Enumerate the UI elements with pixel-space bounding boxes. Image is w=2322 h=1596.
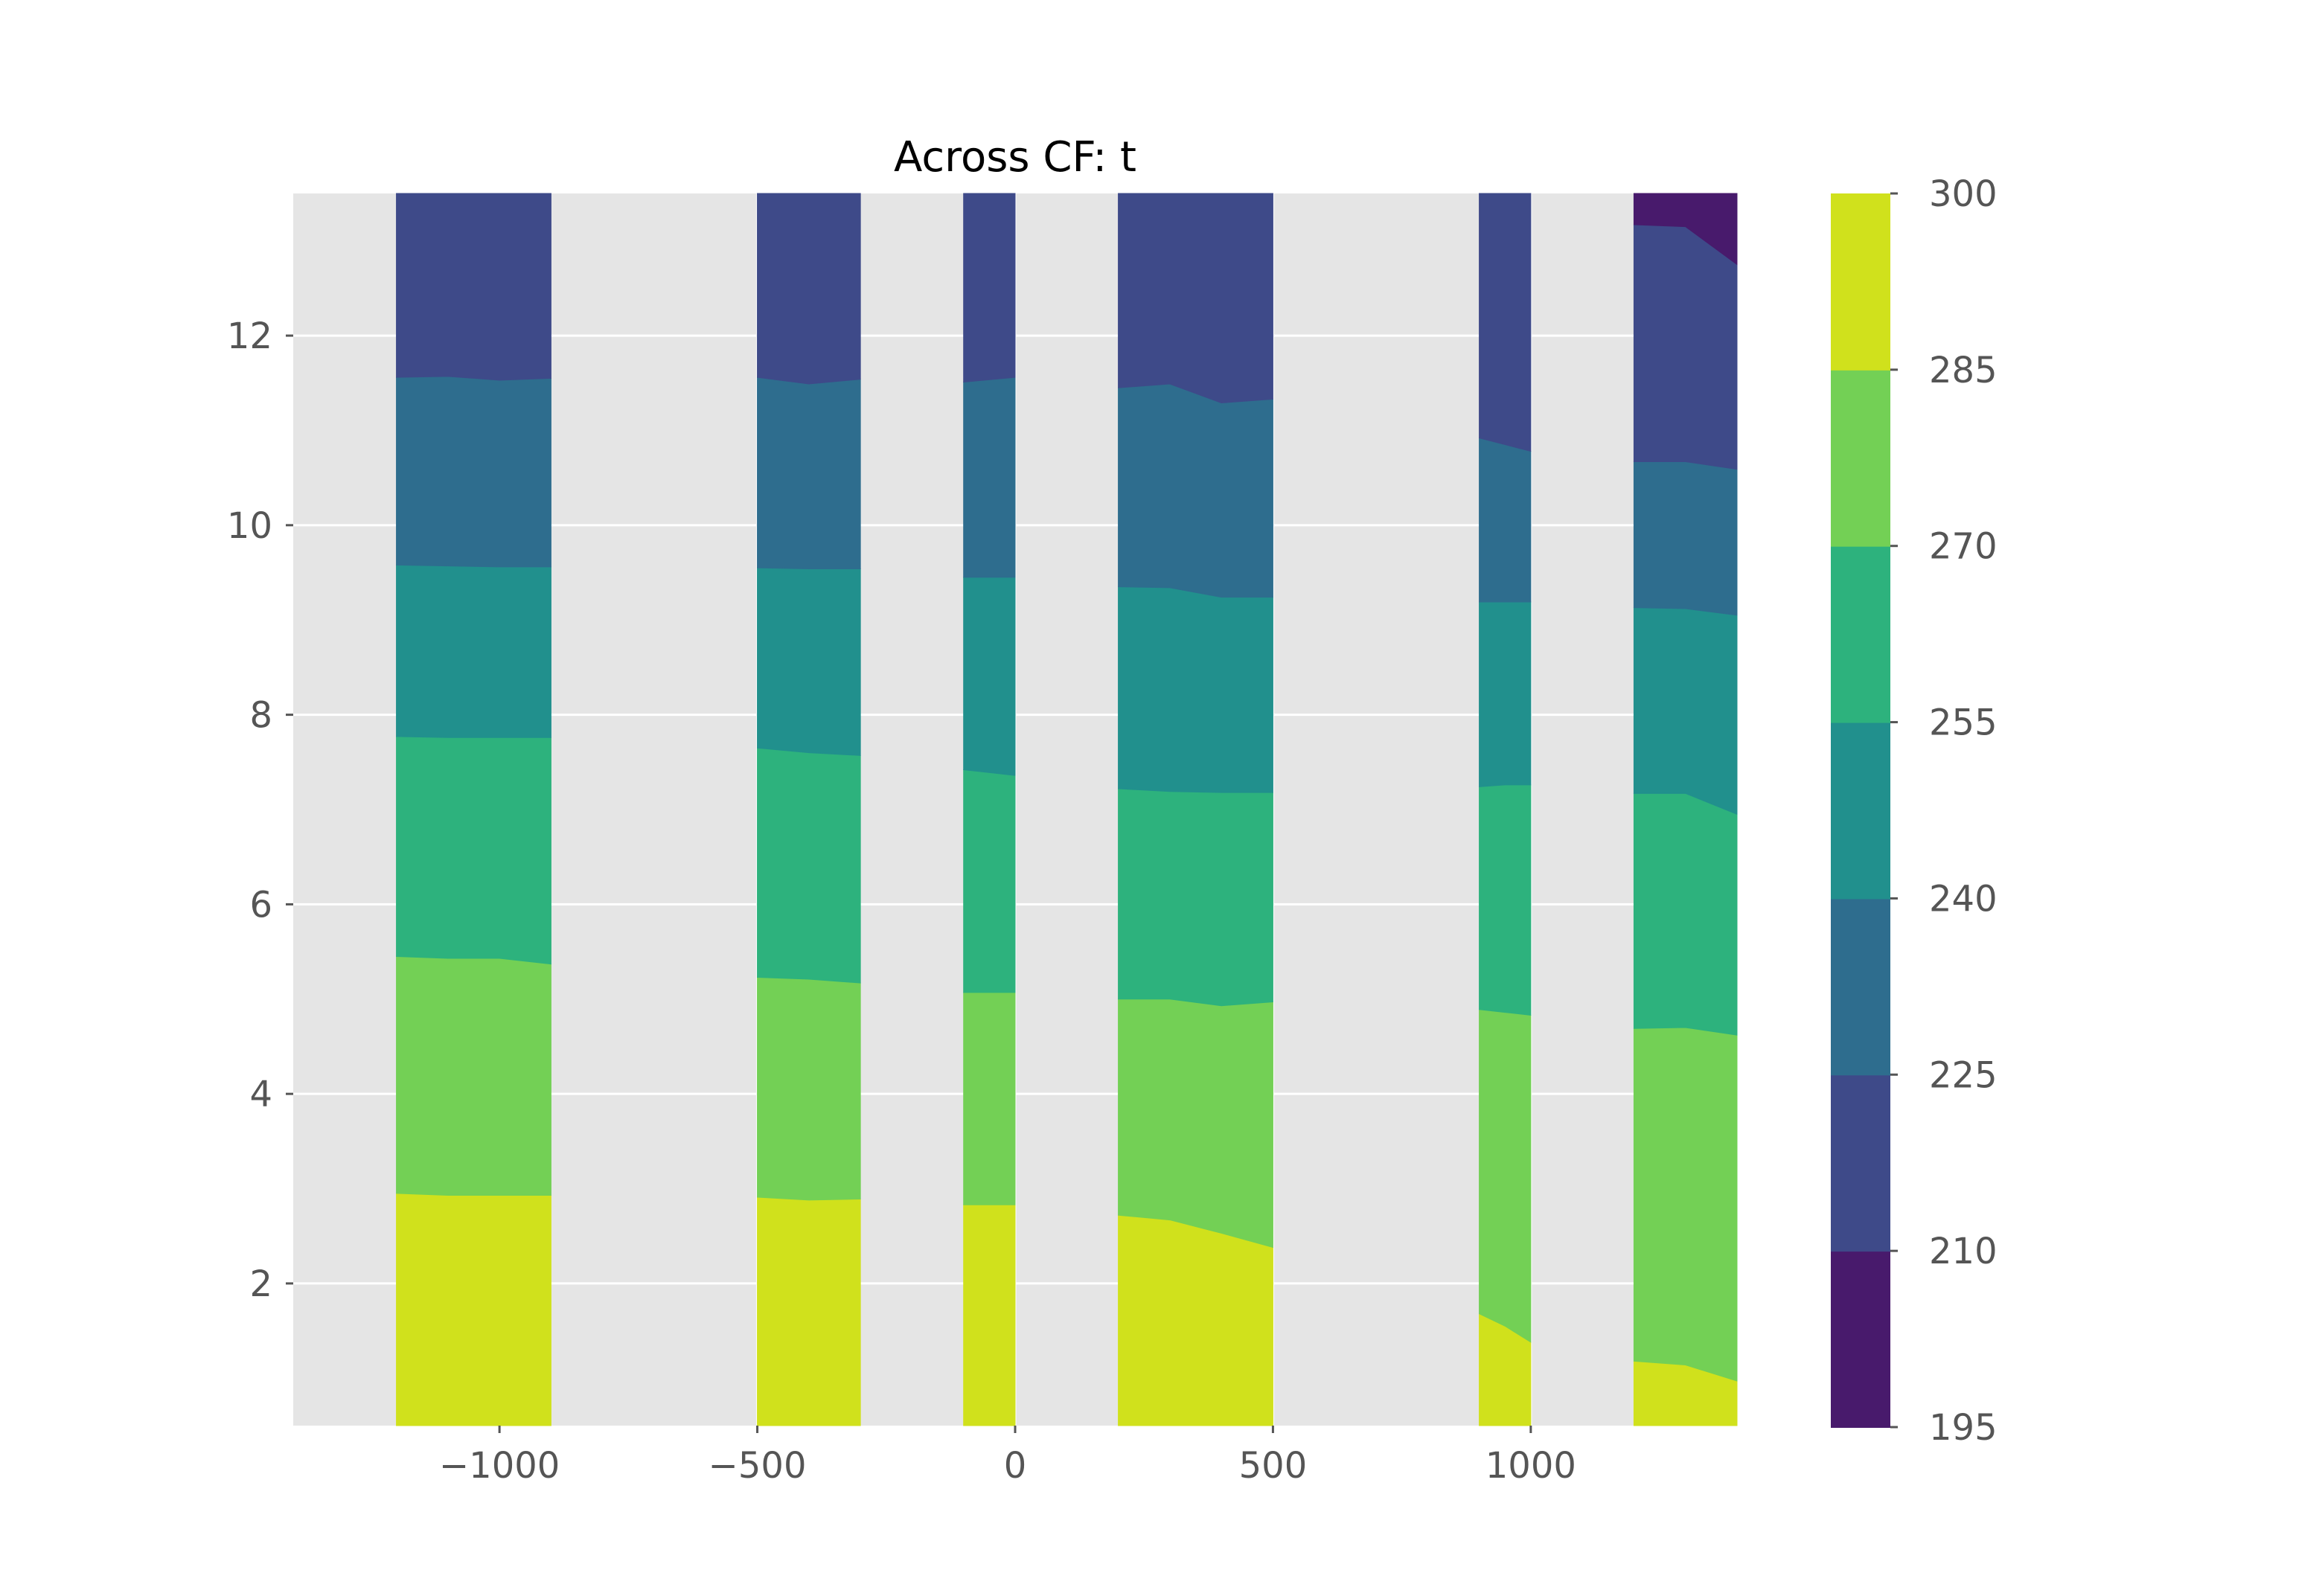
contour-band [963,577,1016,776]
x-tick-label: −1000 [439,1445,560,1487]
colorbar-segment [1831,369,1890,547]
contour-band [757,1196,861,1426]
colorbar-segment [1831,193,1890,371]
y-tick-label: 10 [227,505,272,547]
contour-band [1479,1009,1532,1343]
contour-band [1118,383,1273,598]
y-tick-label: 8 [249,695,272,737]
contour-column [757,193,861,1426]
contour-band [1633,193,1738,266]
colorbar-tick-label: 270 [1929,526,1998,568]
contour-band [1479,601,1532,787]
contour-band [963,193,1016,383]
contour-band [396,376,551,568]
x-tick-label: 0 [1004,1445,1027,1487]
contour-band [963,376,1016,578]
contour-column [1479,193,1532,1426]
contour-band [396,193,551,381]
contour-band [1633,1027,1738,1382]
colorbar-tick-label: 195 [1929,1407,1998,1449]
y-tick-label: 6 [249,884,272,926]
contour-column [1118,193,1273,1426]
contour-band [396,955,551,1196]
colorbar: 195 210 225 240 255 270 285 300 [1831,173,1998,1449]
contour-column [1633,193,1738,1426]
contour-band [1633,792,1738,1036]
colorbar-segment [1831,1251,1890,1428]
contour-band [963,769,1016,993]
contour-band [1118,586,1273,793]
contour-band [396,1193,551,1426]
contour-band [757,376,861,569]
colorbar-tick-label: 285 [1929,350,1998,391]
contour-band [1118,193,1273,404]
y-tick-label: 2 [249,1263,272,1305]
chart-title: Across CF: t [894,133,1136,182]
contour-band [1479,438,1532,603]
x-axis: −1000 −500 0 500 1000 [439,1426,1576,1487]
colorbar-segment [1831,722,1890,900]
colorbar-tick-label: 300 [1929,173,1998,215]
colorbar-tick-label: 210 [1929,1231,1998,1272]
contour-band [1479,784,1532,1016]
x-tick-label: 1000 [1485,1445,1576,1487]
x-tick-label: 500 [1239,1445,1308,1487]
contour-column [396,193,551,1426]
colorbar-segment [1831,898,1890,1076]
contour-band [1118,999,1273,1249]
contour-band [963,992,1016,1205]
contour-band [1479,193,1532,452]
colorbar-tick-label: 240 [1929,878,1998,920]
contour-band [1118,788,1273,1007]
contour-band [757,976,861,1201]
y-tick-label: 4 [249,1074,272,1115]
contour-band [396,564,551,738]
x-tick-label: −500 [709,1445,807,1487]
contour-band [757,193,861,385]
contour-band [396,736,551,965]
contour-band [1633,607,1738,815]
contour-band [963,1204,1016,1426]
contour-band [757,567,861,756]
colorbar-segment [1831,1074,1890,1252]
contour-band [1633,461,1738,616]
contour-bands [396,193,1738,1426]
y-axis: 2 4 6 8 10 12 [227,315,293,1305]
y-tick-label: 12 [227,315,272,357]
colorbar-tick-label: 255 [1929,702,1998,744]
contour-column [963,193,1016,1426]
contour-band [757,747,861,984]
contour-band [1118,1214,1273,1426]
colorbar-tick-label: 225 [1929,1054,1998,1096]
colorbar-segment [1831,545,1890,723]
contour-band [1633,224,1738,470]
